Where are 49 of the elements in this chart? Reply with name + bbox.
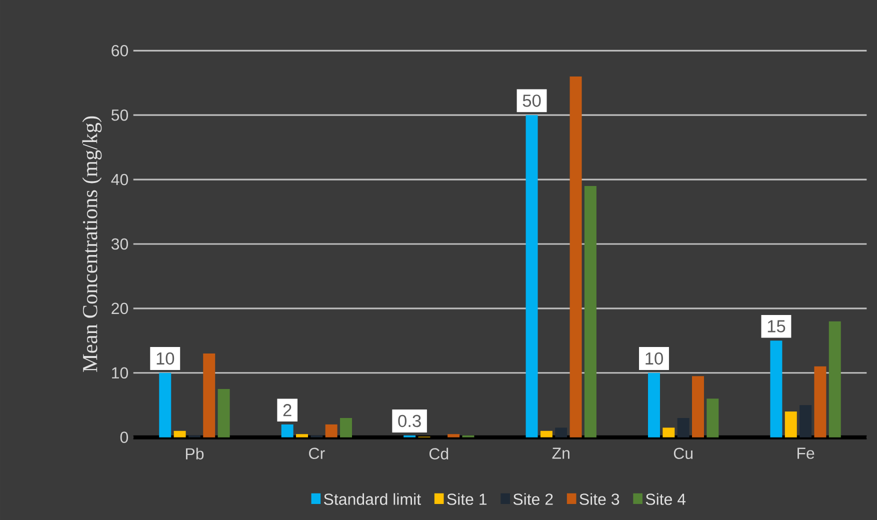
y-tick-label: 60: [112, 45, 128, 56]
bar: [662, 428, 675, 438]
bar: [340, 418, 352, 438]
data-label: 15: [768, 320, 786, 332]
legend-label: Site 1: [447, 493, 487, 505]
data-label: 50: [522, 94, 541, 107]
bar: [159, 372, 172, 438]
bar: [540, 430, 552, 438]
data-label: 0.3: [398, 414, 421, 428]
legend-label: Site 2: [513, 493, 553, 505]
y-tick-label: 50: [111, 109, 128, 121]
y-tick-label: 0: [120, 432, 128, 443]
bar: [828, 321, 841, 438]
y-tick-label: 30: [111, 238, 128, 250]
bar: [203, 354, 216, 438]
data-label: 10: [156, 352, 174, 365]
bar: [555, 428, 568, 438]
bar: [814, 366, 826, 438]
bar: [784, 412, 797, 438]
bar: [448, 434, 460, 438]
bar: [296, 434, 308, 438]
bar: [692, 376, 704, 438]
bar: [706, 398, 719, 438]
bar: [174, 430, 186, 438]
x-tick-label: Pb: [186, 448, 204, 460]
bar: [584, 186, 596, 438]
bar: [281, 424, 294, 438]
y-axis-title: Mean Concentrations (mg/kg): [82, 116, 102, 372]
x-tick-label: Fe: [798, 448, 814, 459]
data-label: 2: [283, 404, 292, 416]
y-tick-label: 10: [112, 367, 128, 379]
bar: [800, 405, 812, 438]
bar: [526, 115, 538, 438]
data-label: 10: [646, 352, 663, 365]
x-tick-label: Cd: [429, 448, 448, 460]
bar: [218, 388, 230, 438]
y-tick-label: 20: [112, 302, 128, 314]
x-tick-label: Cr: [309, 448, 325, 460]
bar: [770, 340, 782, 438]
legend-label: Site 4: [646, 493, 686, 505]
legend-label: Standard limit: [324, 493, 421, 505]
x-tick-label: Cu: [674, 448, 692, 460]
y-tick-label: 40: [111, 174, 128, 186]
legend-label: Site 3: [580, 493, 620, 505]
bar: [325, 424, 338, 438]
bar: [648, 372, 660, 438]
bar: [570, 76, 582, 438]
x-tick-label: Zn: [552, 448, 570, 459]
bar: [677, 418, 690, 438]
